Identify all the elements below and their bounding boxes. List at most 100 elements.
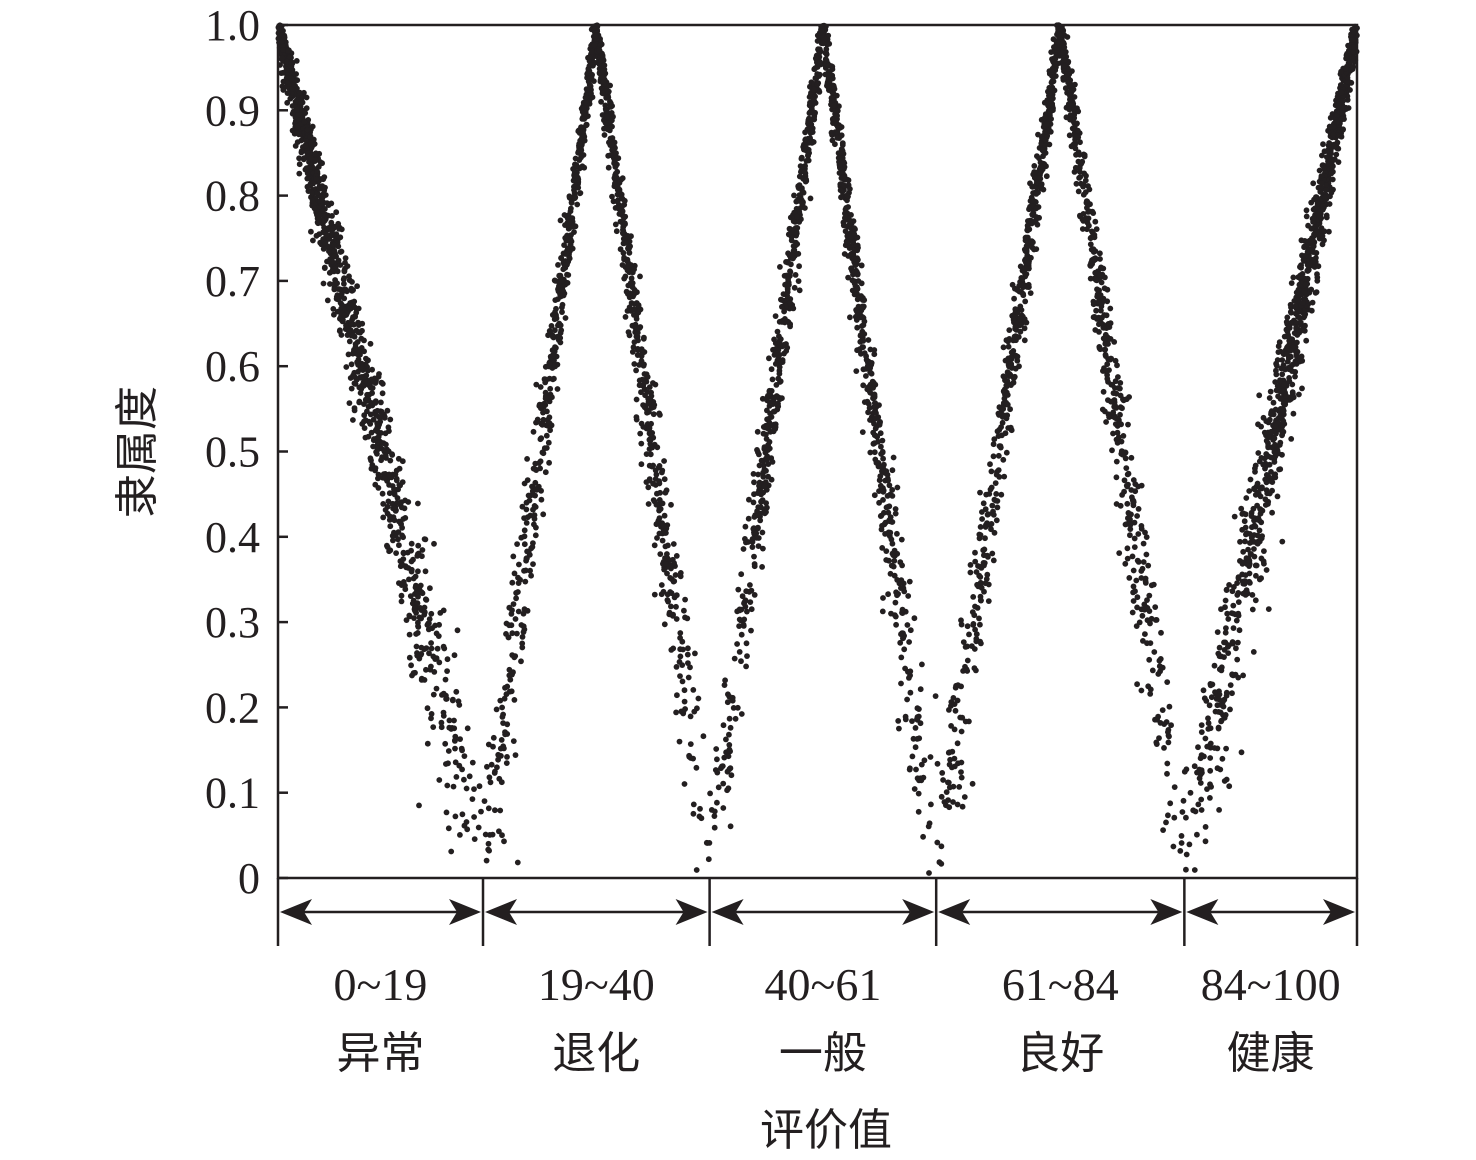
data-point [423,597,430,603]
data-point [720,780,727,787]
data-point [1022,234,1029,241]
data-point [540,511,547,518]
data-point [1021,337,1028,344]
data-point [279,47,286,53]
data-point [1050,78,1057,85]
data-point [428,645,435,652]
data-point [367,455,374,462]
data-point [515,580,522,586]
data-point [355,305,362,312]
data-point [547,427,553,434]
data-point [301,89,307,96]
data-point [461,753,468,759]
data-point [834,134,841,141]
data-point [915,790,922,797]
data-point [335,257,342,264]
data-point [492,807,498,814]
data-point [1198,796,1205,803]
data-point [1159,707,1166,713]
data-point [726,693,733,700]
data-point [1042,137,1049,144]
data-point [746,496,752,503]
data-point [962,718,969,725]
data-point [898,654,905,661]
data-point [871,440,878,447]
data-point [509,652,516,658]
data-point [317,198,324,205]
data-point [834,128,841,135]
data-point [622,240,629,246]
data-point [625,291,631,297]
data-point [1067,96,1073,103]
data-point [456,762,463,769]
data-point [341,312,348,319]
data-point [977,563,983,570]
data-point [1025,218,1031,224]
data-point [581,164,588,171]
data-point [416,614,423,621]
data-point [815,46,822,53]
data-point [599,90,606,97]
data-point [822,49,829,56]
data-point [1074,120,1080,127]
data-point [1031,246,1037,253]
data-point [1183,866,1189,873]
data-point [566,255,573,262]
data-point [685,645,691,652]
data-point [863,373,869,379]
data-point [1027,290,1034,296]
data-point [490,734,497,741]
data-point [958,774,965,781]
data-point [1130,499,1137,505]
data-point [847,217,853,224]
data-point [622,221,628,228]
data-point [979,509,985,515]
data-point [1143,551,1150,558]
data-point [1113,390,1120,397]
data-point [945,797,951,803]
data-point [799,200,806,207]
data-point [898,536,905,543]
data-point [430,724,437,730]
data-point [524,514,531,521]
data-point [1092,218,1099,225]
data-point [1087,241,1094,248]
data-point [375,471,382,478]
data-point [379,440,385,446]
data-point [661,621,668,628]
data-point [1148,615,1155,622]
data-point [993,491,1000,497]
data-point [1310,180,1317,187]
data-point [485,846,492,853]
data-point [358,345,365,351]
data-point [651,542,658,549]
data-point [543,432,550,439]
data-point [452,738,458,744]
data-point [745,515,752,522]
data-point [912,744,919,751]
data-point [351,380,358,387]
data-point [454,627,461,634]
data-point [415,568,421,575]
data-point [542,395,549,402]
data-point [781,272,788,279]
data-point [646,436,653,443]
data-point [1025,260,1032,267]
data-point [822,56,829,63]
data-point [901,646,908,653]
data-point [684,615,691,622]
data-point [1075,134,1082,141]
data-point [552,327,558,334]
data-point [950,695,957,701]
data-point [524,456,530,462]
data-point [546,459,552,466]
data-point [380,514,387,521]
data-point [633,313,640,319]
data-point [509,630,516,637]
data-point [894,484,901,491]
data-point [521,527,528,534]
data-point [523,506,530,513]
data-point [629,349,636,355]
data-point [424,705,431,712]
data-point [1071,169,1078,175]
